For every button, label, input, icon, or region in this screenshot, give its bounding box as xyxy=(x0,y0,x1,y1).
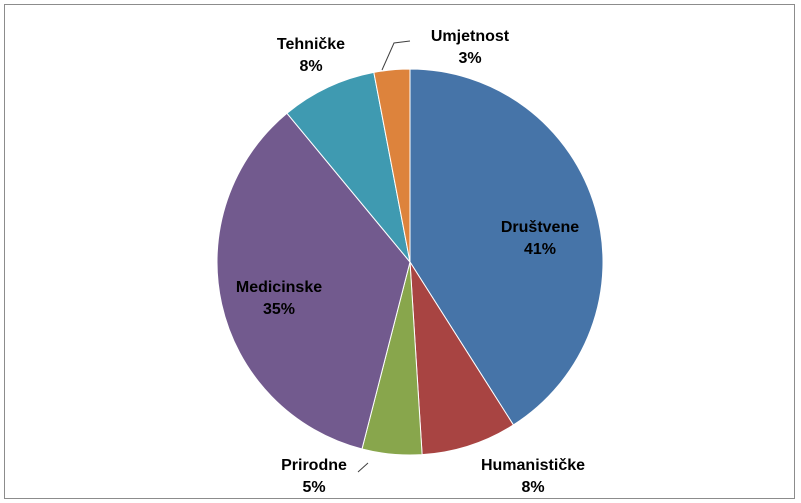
pie-slice-tehnicke xyxy=(286,71,411,263)
slice-label-value: 41% xyxy=(524,241,556,258)
slice-label: Medicinske 35% xyxy=(236,279,322,318)
slice-label: Umjetnost 3% xyxy=(431,28,510,67)
slice-label-name: Medicinske xyxy=(236,279,322,296)
leader-lines xyxy=(357,40,411,473)
slice-label-name: Društvene xyxy=(501,219,579,236)
slice-label-value: 3% xyxy=(458,50,481,67)
slice-label: Prirodne 5% xyxy=(281,457,347,496)
slice-label-name: Prirodne xyxy=(281,457,347,474)
pie-slice-medicinske xyxy=(216,112,411,450)
slice-labels: Društvene 41% Humanističke 8% Prirodne 5% Medi… xyxy=(236,28,585,496)
slice-label-name: Tehničke xyxy=(277,36,345,53)
pie-slices xyxy=(216,68,604,456)
slice-label-value: 8% xyxy=(299,58,322,75)
slice-label-name: Humanističke xyxy=(481,457,585,474)
slice-label: Humanističke 8% xyxy=(481,457,585,496)
slice-label-value: 8% xyxy=(521,479,544,496)
slice-label-name: Umjetnost xyxy=(431,28,510,45)
pie-slice-drustvene xyxy=(409,68,604,426)
pie-slice-humanisticke xyxy=(409,261,515,456)
pie-slice-umjetnost xyxy=(373,68,411,263)
slice-label: Društvene 41% xyxy=(501,219,579,258)
slice-label: Tehničke 8% xyxy=(277,36,345,75)
leader-line xyxy=(381,40,411,71)
leader-line xyxy=(357,462,369,473)
slice-label-value: 5% xyxy=(302,479,325,496)
slice-label-value: 35% xyxy=(263,301,295,318)
